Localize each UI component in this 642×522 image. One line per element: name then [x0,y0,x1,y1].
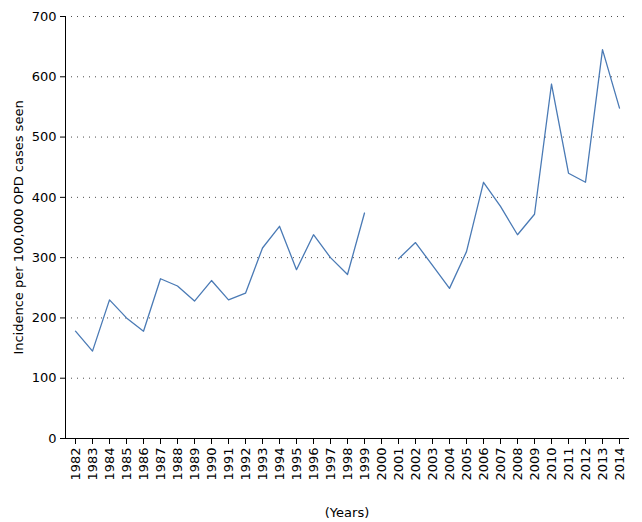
svg-text:100: 100 [32,370,57,385]
svg-text:1991: 1991 [221,448,236,481]
svg-text:2001: 2001 [391,448,406,481]
svg-text:1989: 1989 [187,448,202,481]
svg-text:2005: 2005 [459,448,474,481]
svg-text:2014: 2014 [612,448,627,481]
svg-text:1986: 1986 [136,448,151,481]
svg-text:2003: 2003 [425,448,440,481]
svg-text:1987: 1987 [153,448,168,481]
svg-text:200: 200 [32,310,57,325]
svg-text:1988: 1988 [170,448,185,481]
svg-text:Incidence per 100,000 OPD case: Incidence per 100,000 OPD cases seen [11,100,26,354]
svg-text:1983: 1983 [85,448,100,481]
svg-text:1996: 1996 [306,448,321,481]
svg-text:1995: 1995 [289,448,304,481]
svg-text:1985: 1985 [119,448,134,481]
svg-text:2007: 2007 [493,448,508,481]
svg-text:1999: 1999 [357,448,372,481]
svg-text:2012: 2012 [578,448,593,481]
svg-text:600: 600 [32,69,57,84]
svg-text:500: 500 [32,129,57,144]
svg-text:2002: 2002 [408,448,423,481]
svg-text:700: 700 [32,9,57,24]
svg-text:1992: 1992 [238,448,253,481]
svg-text:(Years): (Years) [325,505,369,520]
svg-text:2010: 2010 [544,448,559,481]
svg-text:2000: 2000 [374,448,389,481]
svg-text:2004: 2004 [442,448,457,481]
svg-text:1998: 1998 [340,448,355,481]
svg-text:2013: 2013 [595,448,610,481]
svg-text:1993: 1993 [255,448,270,481]
svg-text:1997: 1997 [323,448,338,481]
svg-text:2006: 2006 [476,448,491,481]
svg-text:1982: 1982 [68,448,83,481]
svg-text:300: 300 [32,250,57,265]
svg-text:2011: 2011 [561,448,576,481]
svg-text:400: 400 [32,190,57,205]
svg-text:1994: 1994 [272,448,287,481]
svg-text:2009: 2009 [527,448,542,481]
svg-text:1984: 1984 [102,448,117,481]
svg-text:2008: 2008 [510,448,525,481]
svg-text:1990: 1990 [204,448,219,481]
svg-text:0: 0 [48,431,56,446]
